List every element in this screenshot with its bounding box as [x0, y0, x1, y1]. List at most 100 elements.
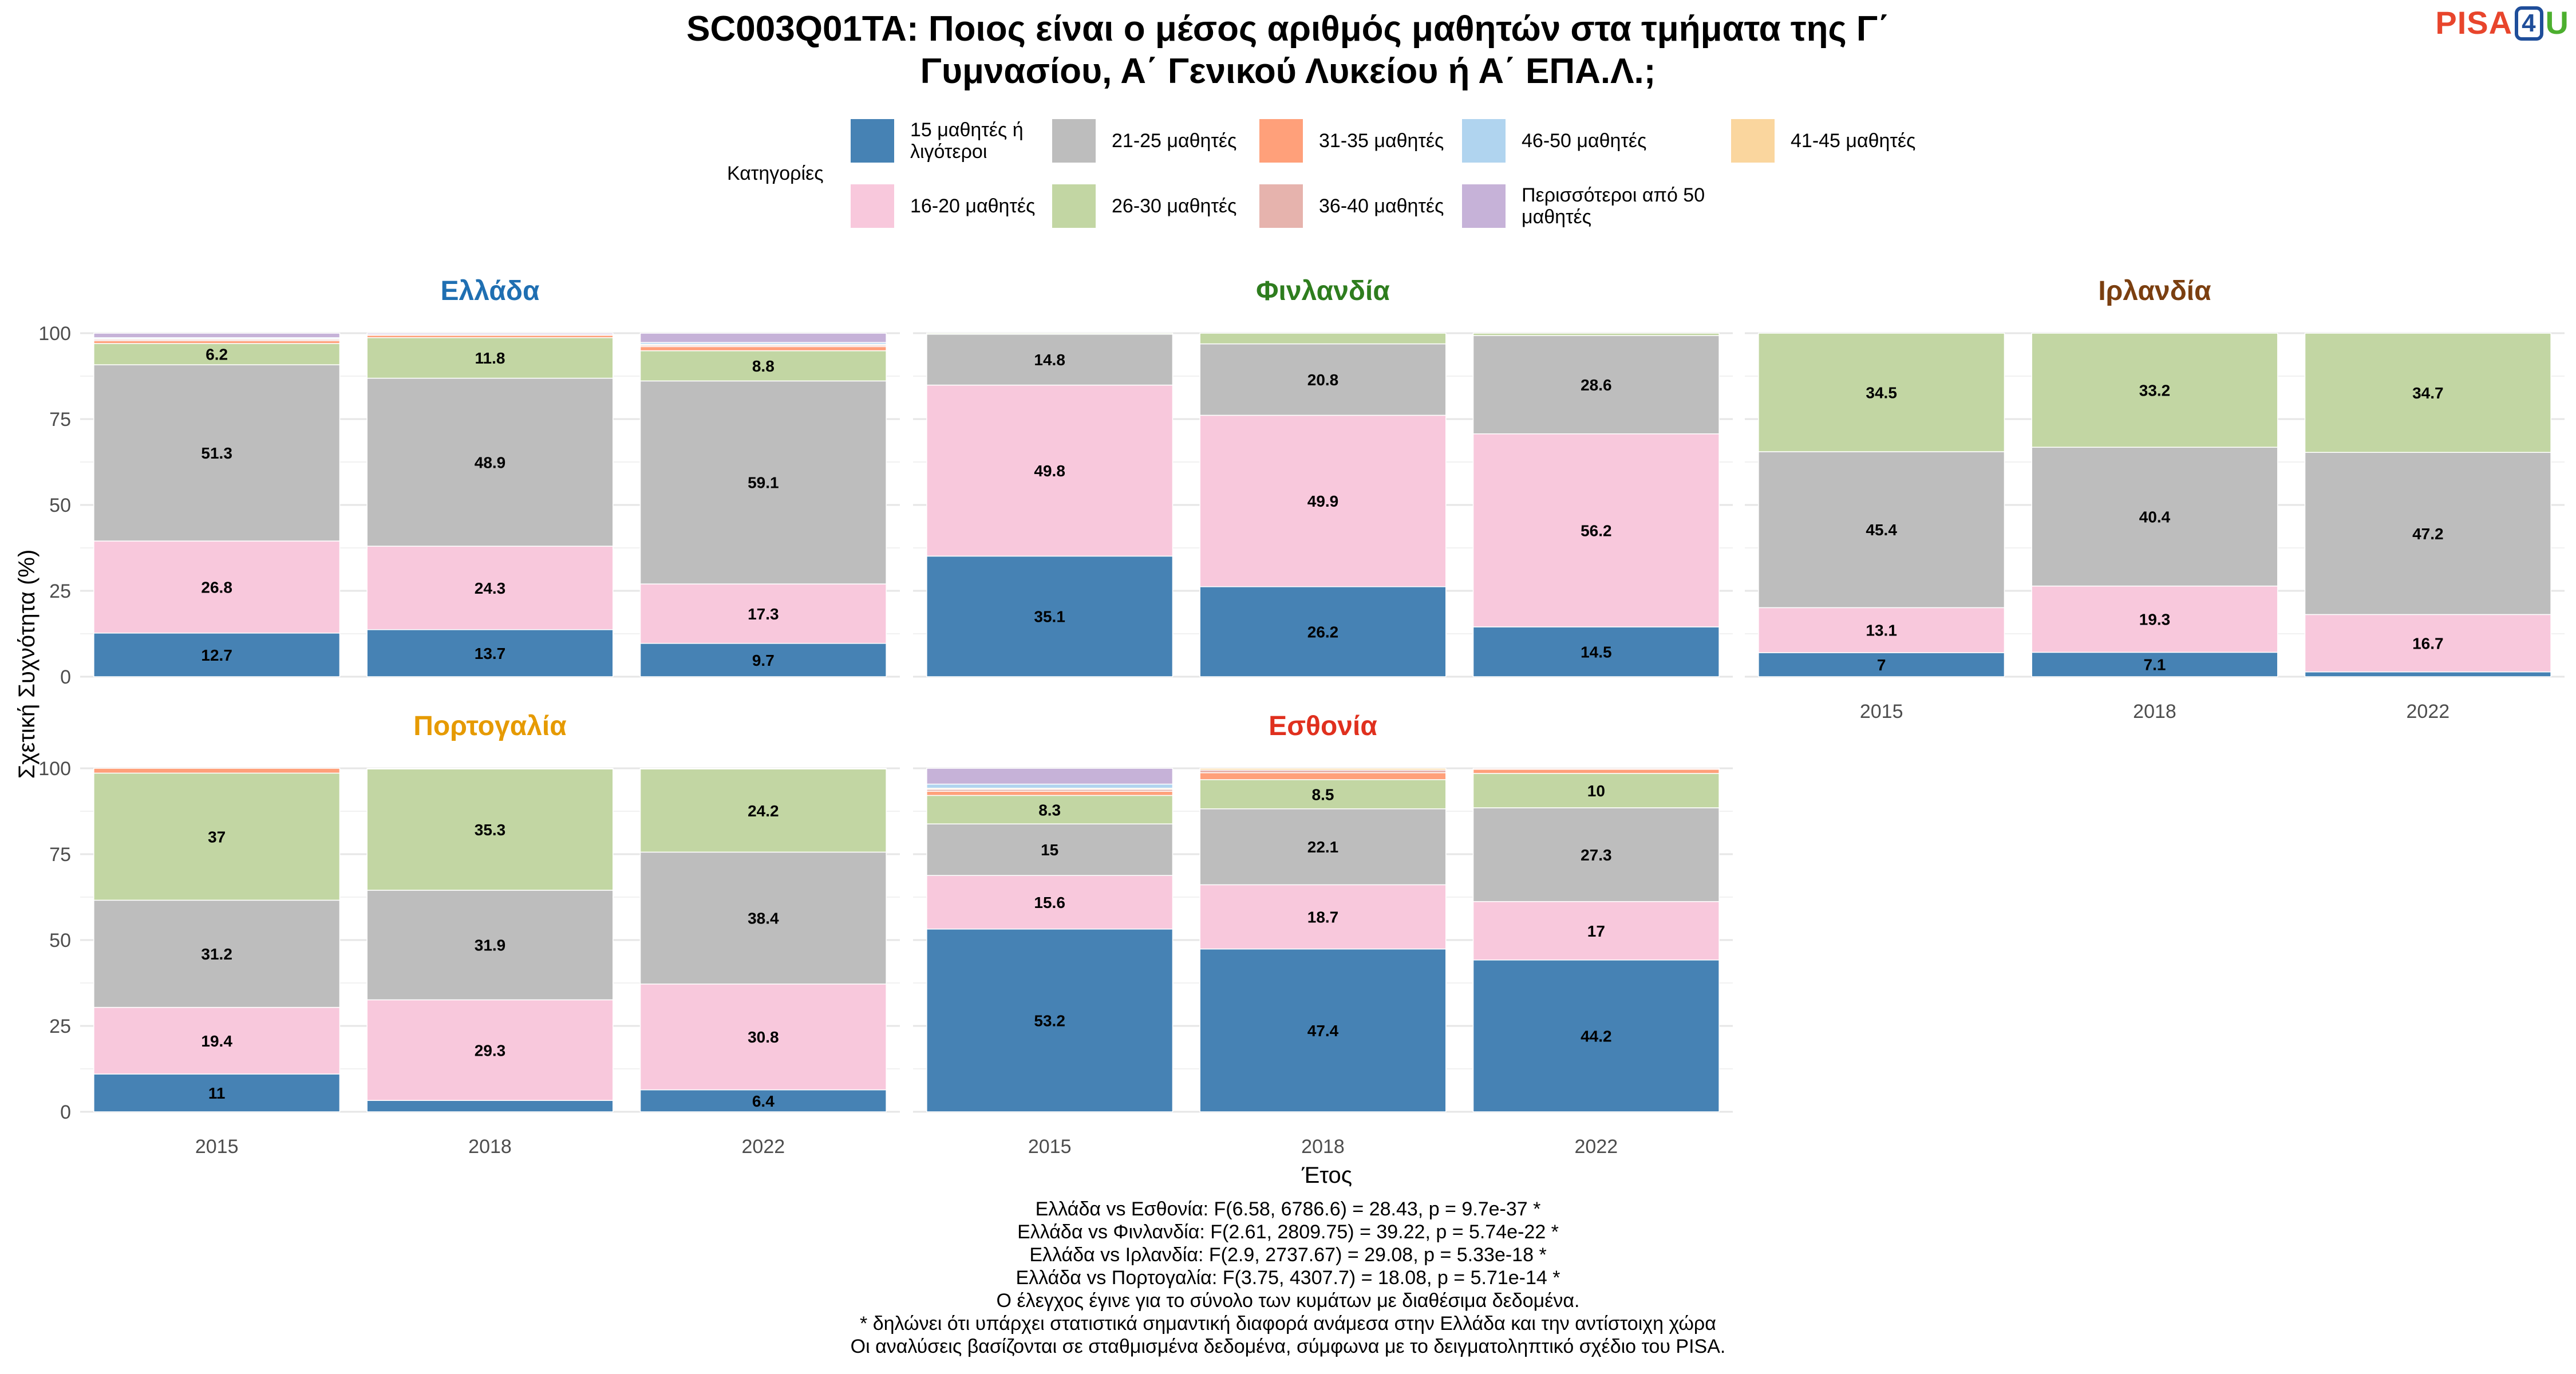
data-label: 18.7 [1307, 909, 1339, 926]
bar-segment [639, 768, 887, 853]
bar-segment [1472, 626, 1720, 677]
bar-segment [93, 333, 341, 338]
data-label: 6.2 [206, 346, 228, 364]
bar-segment [1199, 414, 1447, 587]
data-label: 7 [1877, 656, 1886, 674]
note-line: Ελλάδα vs Εσθονία: F(6.58, 6786.6) = 28.… [1035, 1198, 1541, 1220]
bar-segment [1472, 807, 1720, 902]
legend-title: Κατηγορίες [727, 163, 824, 184]
bar-segment [93, 343, 341, 365]
bar-segment [926, 555, 1174, 677]
note-line: Ελλάδα vs Πορτογαλία: F(3.75, 4307.7) = … [1016, 1267, 1560, 1289]
legend-item: 46-50 μαθητές [1462, 119, 1646, 163]
data-label: 26.2 [1307, 623, 1339, 641]
bar-segment [93, 899, 341, 1008]
bar-segment [2304, 614, 2551, 673]
bar-segment [93, 364, 341, 542]
data-label: 13.1 [1866, 622, 1897, 639]
panel-title: Εσθονία [1269, 711, 1377, 741]
bar-segment [1199, 768, 1447, 771]
data-label: 53.2 [1034, 1012, 1065, 1029]
data-label: 35.3 [475, 821, 506, 839]
data-label: 24.2 [748, 802, 779, 820]
legend-label: 21-25 μαθητές [1112, 130, 1237, 152]
bar-segment [366, 768, 614, 769]
legend-swatch [1259, 184, 1303, 228]
bar-segment [639, 643, 887, 677]
bar-segment [1758, 652, 2005, 677]
legend-item: 31-35 μαθητές [1259, 119, 1444, 163]
legend-label: 46-50 μαθητές [1522, 130, 1647, 152]
legend-swatch [1462, 119, 1506, 163]
bar-segment [366, 333, 614, 335]
data-label: 29.3 [475, 1041, 506, 1059]
legend-label: 16-20 μαθητές [910, 195, 1036, 217]
bar-segment [1472, 960, 1720, 1112]
bar-segment [1472, 769, 1720, 774]
data-label: 20.8 [1307, 371, 1339, 389]
bar-segment [1472, 768, 1720, 770]
data-label: 59.1 [748, 474, 779, 492]
bar-segment [366, 546, 614, 630]
panel-title: Φινλανδία [1256, 276, 1390, 306]
data-label: 14.5 [1581, 643, 1612, 661]
logo-text-4: 4 [2515, 6, 2543, 41]
chart-panels: 0255075100Ελλάδα12.726.851.36.213.724.34… [38, 276, 2565, 1158]
bar-segment [93, 1006, 341, 1075]
y-tick-label: 50 [49, 930, 71, 951]
legend-item: 16-20 μαθητές [851, 184, 1035, 228]
bar-segment [366, 999, 614, 1101]
pisa4u-logo: PISA 4 U [2435, 5, 2569, 41]
x-tick-label: 2022 [1575, 1136, 1618, 1158]
panel-Φινλανδία: Φινλανδία 35.1 49.8 14.8 26.2 49.9 20.8 14.5 56.… [913, 276, 1733, 678]
bar-segment [1199, 333, 1447, 345]
x-tick-label: 2022 [2407, 701, 2450, 722]
bar-segment [926, 783, 1174, 789]
bar-segment [1199, 948, 1447, 1112]
note-line: Ο έλεγχος έγινε για το σύνολο των κυμάτω… [996, 1290, 1580, 1312]
bar-segment [93, 772, 341, 901]
bar-segment [2304, 452, 2551, 615]
legend-label: 41-45 μαθητές [1791, 130, 1916, 152]
bar-segment [366, 1100, 614, 1112]
y-tick-label: 0 [60, 1101, 71, 1123]
data-label: 40.4 [2139, 508, 2171, 526]
data-label: 56.2 [1581, 522, 1612, 539]
bar-segment [926, 768, 1174, 785]
data-label: 8.5 [1312, 785, 1334, 803]
legend-swatch [1259, 119, 1303, 163]
x-tick-label: 2015 [1860, 701, 1903, 722]
bar-segment [2031, 652, 2278, 677]
panel-Ελλάδα: 0 25 50 75 100 Ελλάδα 12.7 26.8 51.3 6.2 13.7 24.3 4… [38, 276, 900, 688]
note-line: Ελλάδα vs Ιρλανδία: F(2.9, 2737.67) = 29… [1029, 1244, 1547, 1266]
bar-segment [639, 380, 887, 585]
bar-segment [639, 984, 887, 1091]
panel-Εσθονία: Εσθονία 53.2 15.6 15 8.3 2015 47.4 18.7 22.1 8.5 2… [913, 711, 1733, 1158]
x-tick-label: 2018 [2133, 701, 2176, 722]
data-label: 38.4 [748, 910, 779, 927]
bar-segment [926, 929, 1174, 1112]
y-tick-label: 75 [49, 409, 71, 431]
data-label: 45.4 [1866, 521, 1897, 539]
data-label: 6.4 [752, 1092, 775, 1110]
data-label: 48.9 [475, 453, 506, 471]
legend-label: Περισσότεροι από 50 μαθητές [1522, 184, 1705, 228]
data-label: 24.3 [475, 579, 506, 597]
data-label: 31.9 [475, 937, 506, 954]
data-label: 34.5 [1866, 384, 1897, 402]
logo-text-u: U [2545, 5, 2569, 41]
x-axis-label: Έτος [1301, 1163, 1352, 1188]
data-label: 26.8 [201, 578, 232, 596]
data-label: 17.3 [748, 605, 779, 623]
bar-segment [926, 384, 1174, 557]
data-label: 51.3 [201, 444, 232, 462]
data-label: 11.8 [475, 349, 505, 367]
bar-segment [639, 350, 887, 382]
legend-swatch [851, 184, 894, 228]
data-label: 12.7 [201, 646, 232, 664]
bar-segment [1199, 772, 1447, 780]
chart-title: SC003Q01TA: Ποιος είναι ο μέσος αριθμός … [0, 8, 2576, 93]
bar-segment [639, 346, 887, 352]
data-label: 16.7 [2412, 635, 2444, 653]
chart-title-line-2: Γυμνασίου, Α΄ Γενικού Λυκείου ή Α΄ ΕΠΑ.Λ… [920, 52, 1656, 91]
